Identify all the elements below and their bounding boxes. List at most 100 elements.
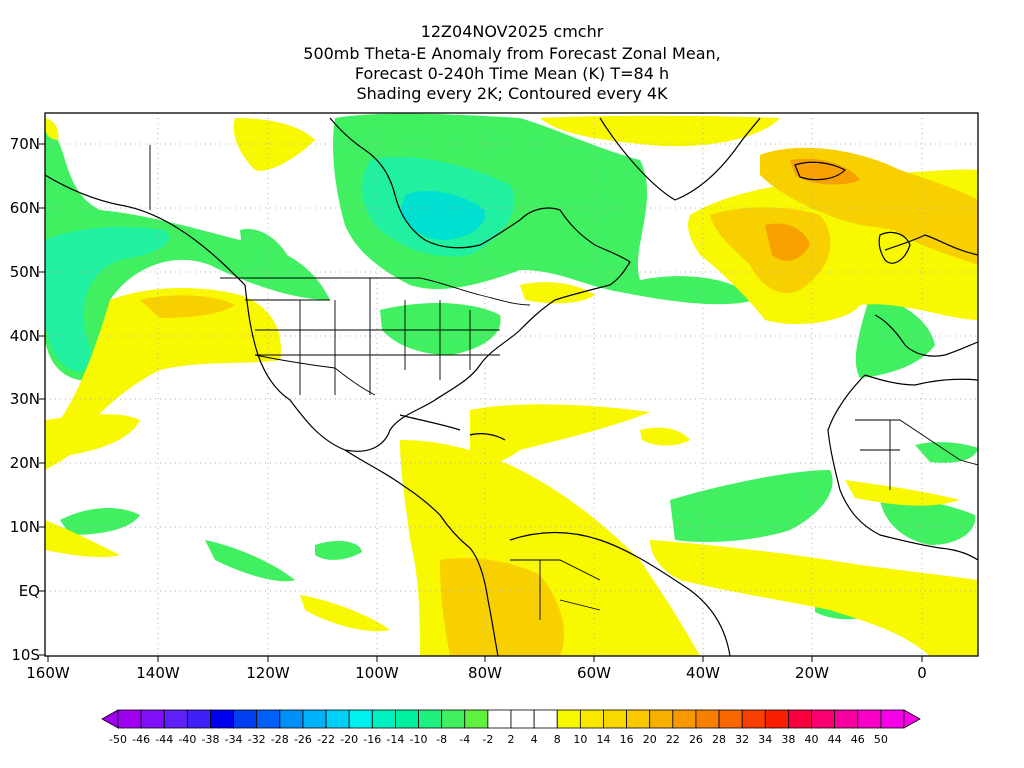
- colorbar-label: -38: [201, 733, 220, 746]
- political-boundaries: [149, 145, 978, 620]
- lat-label-eq: EQ: [18, 582, 40, 600]
- colorbar-swatch: [279, 709, 304, 729]
- colorbar-swatch: [302, 709, 327, 729]
- anomaly-center-atlantic: [765, 223, 810, 261]
- anomaly-region-alaska: [45, 125, 330, 381]
- colorbar-swatch: [441, 709, 466, 729]
- colorbar-label: 14: [596, 733, 611, 746]
- colorbar-swatch: [626, 709, 651, 729]
- lat-label-60n: 60N: [9, 199, 40, 217]
- colorbar-swatch: [233, 709, 258, 729]
- colorbar-swatch: [186, 709, 211, 729]
- colorbar-swatch: [556, 709, 581, 729]
- anomaly-region-west-africa-y: [845, 480, 960, 506]
- colorbar-label: 28: [712, 733, 727, 746]
- colorbar-label: 44: [827, 733, 842, 746]
- anomaly-region-greenland-s: [540, 115, 780, 147]
- anomaly-region-subtrop-atl: [470, 404, 650, 465]
- colorbar-label: 2: [507, 733, 515, 746]
- hispaniola-coast: [469, 433, 506, 441]
- anomaly-region-us-west: [238, 300, 266, 357]
- anomaly-core-pacific-ne: [140, 295, 235, 318]
- colorbar-label: 46: [850, 733, 865, 746]
- colorbar-swatch: [788, 709, 812, 729]
- anomaly-region-atl-trop: [650, 540, 978, 656]
- anomaly-region-hudson-n: [233, 118, 315, 171]
- lon-label-80w: 80W: [468, 664, 502, 682]
- greenland-coast: [599, 117, 761, 201]
- colorbar-label: -22: [317, 733, 336, 746]
- colorbar-label: -16: [363, 733, 382, 746]
- colorbar-label: 34: [758, 733, 773, 746]
- graticule: [45, 113, 978, 656]
- colorbar-label: 40: [804, 733, 819, 746]
- colorbar-swatch: [464, 709, 489, 729]
- colorbar-swatch: [579, 709, 604, 729]
- colorbar-swatch: [834, 709, 859, 729]
- colorbar-arrow-left: [101, 709, 119, 729]
- colorbar-swatch: [348, 709, 373, 729]
- colorbar-swatch: [117, 709, 142, 729]
- colorbar: [101, 709, 921, 729]
- lat-label-10n: 10N: [9, 518, 40, 536]
- central-america-coast: [344, 449, 471, 549]
- lat-label-70n: 70N: [9, 135, 40, 153]
- anomaly-region-pacific-trop: [45, 414, 140, 470]
- colorbar-label: -14: [386, 733, 405, 746]
- colorbar-label: 20: [642, 733, 657, 746]
- lat-label-50n: 50N: [9, 263, 40, 281]
- anomaly-region-pacific-eq-2: [300, 595, 390, 632]
- colorbar-swatch: [880, 709, 905, 729]
- anomaly-region-sahel: [880, 498, 976, 545]
- lon-label-120w: 120W: [246, 664, 290, 682]
- colorbar-swatch: [672, 709, 697, 729]
- anomaly-region-w-africa-2: [640, 427, 690, 446]
- plot-frame: [44, 112, 979, 657]
- colorbar-label: -2: [482, 733, 494, 746]
- iceland-coast: [794, 161, 846, 181]
- anomaly-region-gulf-ak: [45, 118, 59, 140]
- us-canada-border: [220, 277, 531, 306]
- lat-label-10s: 10S: [11, 646, 40, 664]
- lat-label-30n: 30N: [9, 390, 40, 408]
- lat-label-40n: 40N: [9, 327, 40, 345]
- colorbar-swatch: [371, 709, 396, 729]
- anomaly-region-us-ne: [520, 282, 595, 304]
- lon-label-100w: 100W: [355, 664, 399, 682]
- colorbar-label: -50: [109, 733, 127, 746]
- colorbar-label: -20: [340, 733, 359, 746]
- colorbar-swatch: [695, 709, 720, 729]
- map-title-line2: 500mb Theta-E Anomaly from Forecast Zona…: [303, 44, 721, 63]
- colorbar-swatch: [718, 709, 743, 729]
- colorbar-swatch: [163, 709, 188, 729]
- colorbar-arrow-right: [903, 709, 921, 729]
- map-title-line1: 12Z04NOV2025 cmchr: [420, 22, 604, 41]
- colorbar-swatch: [256, 709, 281, 729]
- lon-label-160w: 160W: [26, 664, 70, 682]
- colorbar-swatch: [764, 709, 789, 729]
- map-title-line4: Shading every 2K; Contoured every 4K: [356, 84, 668, 103]
- colorbar-label: -26: [293, 733, 312, 746]
- lon-label-140w: 140W: [136, 664, 180, 682]
- colorbar-label: -28: [270, 733, 289, 746]
- colorbar-swatch: [487, 709, 512, 729]
- europe-coast: [874, 234, 978, 357]
- colorbar-swatch: [140, 709, 165, 729]
- lon-label-0: 0: [917, 664, 927, 682]
- lon-label-20w: 20W: [795, 664, 829, 682]
- colorbar-swatch: [857, 709, 882, 729]
- africa-borders: [855, 419, 978, 490]
- uk-coast: [878, 231, 911, 264]
- axis-ticks: [39, 143, 923, 662]
- colorbar-label: 32: [735, 733, 750, 746]
- anomaly-center-iceland: [790, 158, 860, 185]
- colorbar-swatch: [649, 709, 674, 729]
- colorbar-label: -46: [132, 733, 151, 746]
- colorbar-label: -44: [155, 733, 174, 746]
- colorbar-label: 50: [873, 733, 888, 746]
- colorbar-swatch: [210, 709, 234, 729]
- colorbar-swatch: [325, 709, 350, 729]
- colorbar-swatch: [510, 709, 535, 729]
- anomaly-region-pacific-eq: [45, 520, 120, 558]
- map-title-line3: Forecast 0-240h Time Mean (K) T=84 h: [354, 64, 670, 83]
